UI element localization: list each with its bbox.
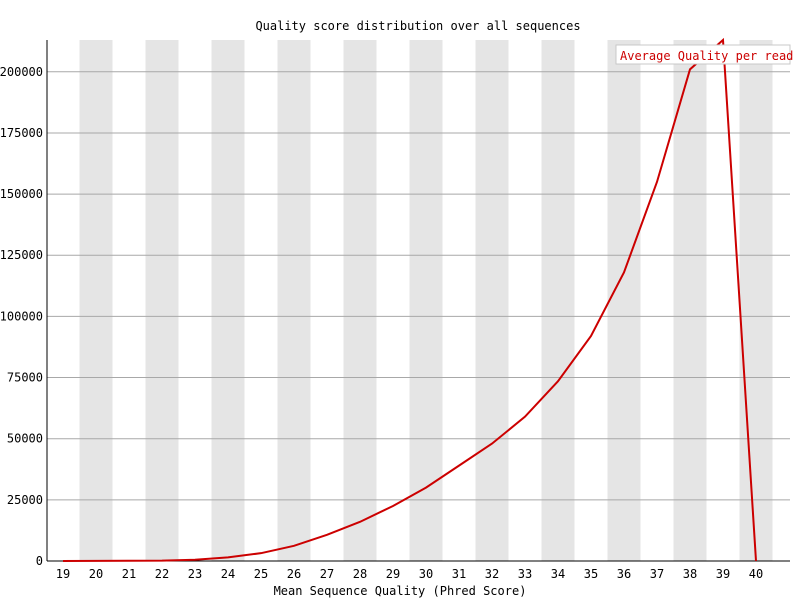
x-tick-label-23: 23 [188,567,202,581]
data-point-37 [656,181,658,183]
y-tick-labels: 0 25000 50000 75000 100000 125000 150000 175000… [0,65,43,568]
y-tick-label-0: 0 [36,554,43,568]
y-tick-label-50000: 50000 [7,432,43,446]
legend-entry-average-quality: Average Quality per read [620,49,793,63]
data-point-30 [425,487,427,489]
x-tick-label-25: 25 [254,567,268,581]
y-tick-label-100000: 100000 [0,309,43,323]
x-tick-label-32: 32 [485,567,499,581]
background-bands [79,40,773,561]
band-20 [79,40,113,561]
band-36 [607,40,641,561]
x-tick-label-24: 24 [221,567,235,581]
legend: Average Quality per read [615,44,793,65]
x-tick-label-36: 36 [617,567,631,581]
x-tick-label-22: 22 [155,567,169,581]
series-line-average-quality [62,37,757,562]
x-tick-label-38: 38 [683,567,697,581]
band-22 [145,40,179,561]
band-26 [277,40,311,561]
data-point-21 [128,560,130,562]
data-point-23 [194,559,196,561]
y-tick-label-75000: 75000 [7,371,43,385]
data-point-34 [557,380,559,382]
data-point-40 [755,560,757,562]
x-tick-label-20: 20 [89,567,103,581]
data-point-24 [227,556,229,558]
x-tick-label-37: 37 [650,567,664,581]
x-tick-label-31: 31 [452,567,466,581]
data-point-26 [293,545,295,547]
data-point-20 [95,560,97,562]
y-tick-label-125000: 125000 [0,248,43,262]
legend-box [615,44,791,65]
x-tick-labels: 19 20 21 22 23 24 25 26 27 28 29 30 31 32 33 34 35 36 37 38… [56,567,763,581]
data-point-25 [260,552,262,554]
data-point-32 [491,443,493,445]
band-24 [211,40,245,561]
y-tick-label-150000: 150000 [0,187,43,201]
chart-title: Quality score distribution over all sequ… [255,19,580,33]
data-point-28 [359,521,361,523]
x-tick-label-21: 21 [122,567,136,581]
x-axis-label: Mean Sequence Quality (Phred Score) [274,584,527,598]
band-38 [673,40,707,561]
data-point-27 [326,534,328,536]
horizontal-gridlines [47,71,790,501]
y-tick-label-175000: 175000 [0,126,43,140]
x-tick-label-34: 34 [551,567,565,581]
band-28 [343,40,377,561]
x-tick-label-39: 39 [716,567,730,581]
band-34 [541,40,575,561]
y-tick-label-25000: 25000 [7,493,43,507]
data-point-19 [62,560,64,562]
x-tick-label-28: 28 [353,567,367,581]
data-point-35 [590,335,592,337]
data-point-33 [524,416,526,418]
x-tick-label-30: 30 [419,567,433,581]
x-tick-label-29: 29 [386,567,400,581]
x-tick-label-19: 19 [56,567,70,581]
data-point-36 [623,271,625,273]
x-tick-label-33: 33 [518,567,532,581]
data-point-38 [689,68,691,70]
band-32 [475,40,509,561]
x-tick-label-35: 35 [584,567,598,581]
y-tick-label-200000: 200000 [0,65,43,79]
x-tick-label-40: 40 [749,567,763,581]
band-30 [409,40,443,561]
x-tick-label-27: 27 [320,567,334,581]
data-point-31 [458,465,460,467]
band-40 [739,40,773,561]
data-point-29 [392,505,394,507]
data-point-39 [722,39,724,41]
x-tick-label-26: 26 [287,567,301,581]
data-point-22 [161,560,163,562]
